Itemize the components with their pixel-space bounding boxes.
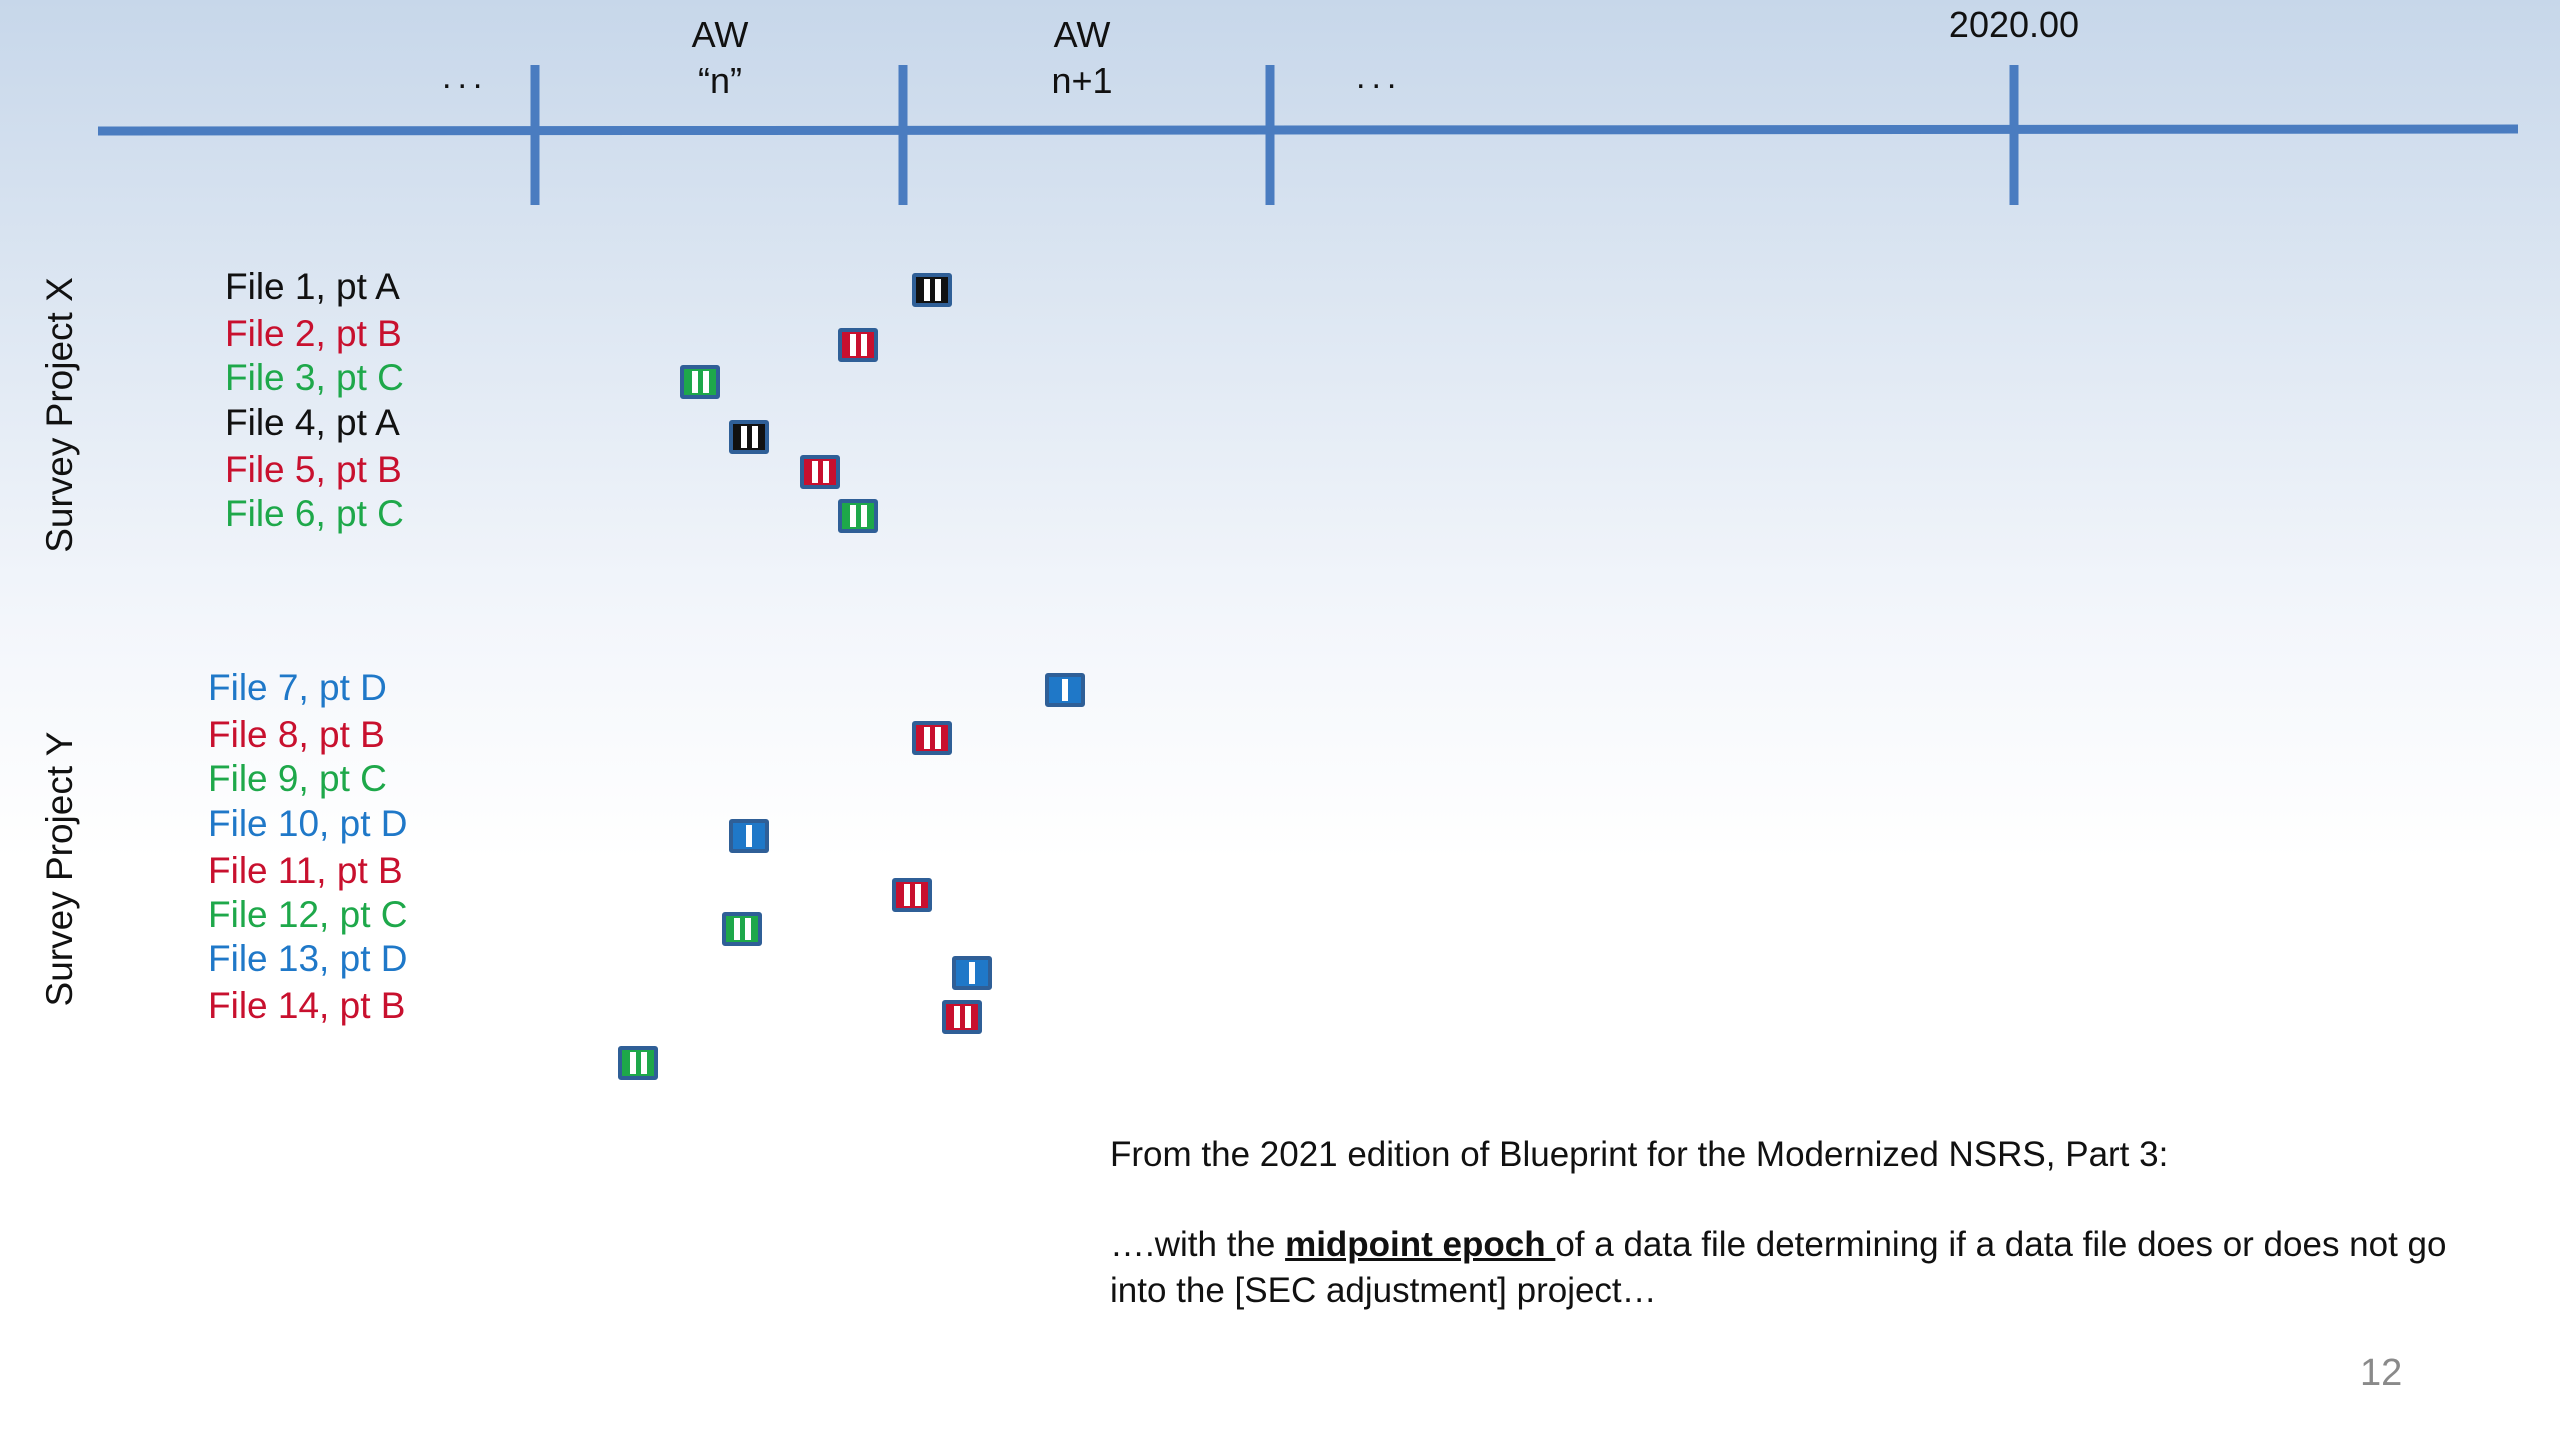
quote-body: ….with the midpoint epoch of a data file… (1110, 1222, 2490, 1314)
midpoint-marker (952, 956, 992, 990)
quote-lead: ….with the (1110, 1225, 1286, 1264)
page-number: 12 (2360, 1352, 2403, 1394)
midpoint-marker (680, 365, 720, 399)
epoch-2020-label: 2020.00 (1948, 4, 2080, 45)
timeline-axis (97, 124, 2519, 136)
midpoint-marker (800, 455, 840, 489)
file-label: File 4, pt A (225, 402, 400, 443)
midpoint-marker (838, 328, 878, 362)
aw-n-label-line1: AW (691, 14, 749, 55)
midpoint-marker (729, 420, 769, 454)
midpoint-marker (892, 878, 932, 912)
midpoint-marker (722, 912, 762, 946)
midpoint-marker (942, 1000, 982, 1034)
aw-n1-label-line2: n+1 (1051, 60, 1113, 101)
file-label: File 8, pt B (208, 714, 385, 755)
midpoint-marker (729, 819, 769, 853)
file-label: File 13, pt D (208, 938, 408, 979)
file-label: File 5, pt B (225, 449, 402, 490)
aw-n-label-line2: “n” (698, 60, 742, 101)
timeline-left-ellipsis: ... (442, 58, 489, 96)
file-label: File 6, pt C (225, 493, 404, 534)
file-label: File 11, pt B (208, 850, 403, 891)
quote-intro: From the 2021 edition of Blueprint for t… (1110, 1135, 2169, 1174)
timeline-right-ellipsis: ... (1356, 58, 1403, 96)
file-label: File 1, pt A (225, 266, 400, 307)
file-label: File 7, pt D (208, 667, 387, 708)
file-label: File 9, pt C (208, 758, 387, 799)
file-label: File 14, pt B (208, 985, 406, 1026)
file-label: File 3, pt C (225, 357, 404, 398)
timeline (97, 65, 2519, 205)
midpoint-marker (838, 499, 878, 533)
aw-n1-label-line1: AW (1053, 14, 1111, 55)
file-label: File 2, pt B (225, 313, 402, 354)
quote-emphasis: midpoint epoch (1285, 1225, 1556, 1264)
aw-n-label: AW “n” (660, 12, 780, 104)
midpoint-marker (1045, 673, 1085, 707)
aw-n1-label: AW n+1 (1022, 12, 1142, 104)
midpoint-marker (912, 273, 952, 307)
quote-rest: of a data file determining if a data fil… (1110, 1225, 2447, 1310)
midpoint-marker (912, 721, 952, 755)
file-label: File 12, pt C (208, 894, 408, 935)
project-x-label: Survey Project X (39, 277, 80, 553)
file-label: File 10, pt D (208, 803, 408, 844)
midpoint-marker (618, 1046, 658, 1080)
project-y-label: Survey Project Y (39, 731, 80, 1007)
